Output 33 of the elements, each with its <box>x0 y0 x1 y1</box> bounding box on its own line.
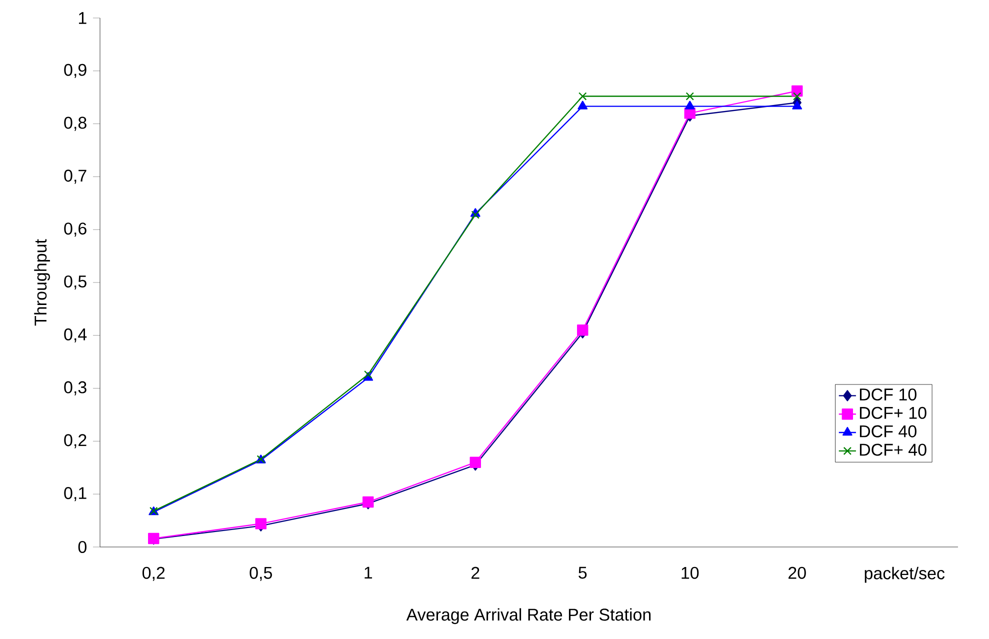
y-tick-label: 0,8 <box>64 116 86 131</box>
y-tick-label: 0,6 <box>64 222 86 237</box>
y-tick-label: 0,3 <box>64 381 86 396</box>
x-axis-title: Average Arrival Rate Per Station <box>406 608 651 624</box>
legend-label: DCF 10 <box>860 388 916 401</box>
y-tick-label: 0,7 <box>64 170 86 184</box>
y-tick-label: 1 <box>78 12 86 24</box>
x-tick-label: packet/sec <box>864 566 945 583</box>
x-tick-label: 10 <box>682 566 699 579</box>
x-tick-label: 1 <box>364 566 372 579</box>
y-tick-label: 0,4 <box>64 328 87 342</box>
legend-label: DCF+ 10 <box>860 406 926 419</box>
x-tick-label: 2 <box>472 566 480 579</box>
y-tick-label: 0,1 <box>64 487 86 502</box>
y-axis-title: Throughput <box>34 239 50 326</box>
x-tick-label: 5 <box>578 566 587 579</box>
y-tick-label: 0,2 <box>64 434 86 448</box>
legend-label: DCF 40 <box>860 425 916 438</box>
point <box>470 456 481 468</box>
y-tick-label: 0,9 <box>64 64 86 78</box>
legend-label: DCF+ 40 <box>860 444 926 456</box>
point <box>684 100 695 110</box>
point <box>792 100 802 110</box>
point <box>792 92 802 100</box>
x-tick-label: 0,2 <box>142 566 165 581</box>
x-tick-label: 0,5 <box>250 566 272 581</box>
point <box>471 210 480 219</box>
point <box>686 92 694 100</box>
x-tick-label: 20 <box>788 566 806 579</box>
point <box>578 100 588 110</box>
point <box>578 92 587 100</box>
y-tick-label: 0 <box>78 540 86 554</box>
y-tick-label: 0,5 <box>64 275 86 290</box>
